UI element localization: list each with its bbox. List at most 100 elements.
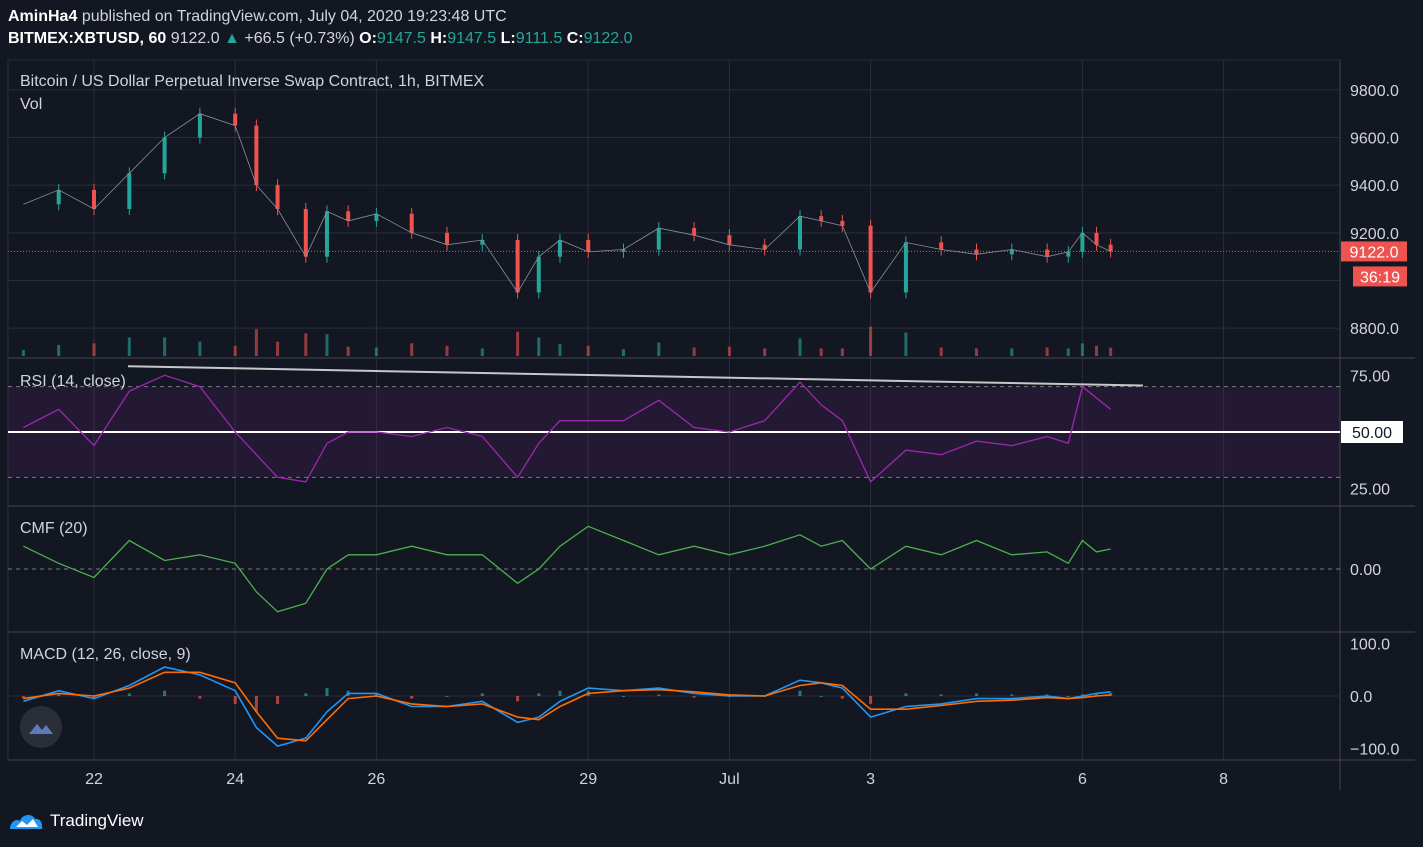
candle-body-27 bbox=[840, 220, 845, 226]
candle-body-4 bbox=[162, 137, 167, 174]
candle-body-18 bbox=[557, 239, 562, 257]
volume-bar-5 bbox=[198, 341, 202, 356]
candle-body-32 bbox=[1009, 249, 1014, 255]
macd-hist-bar-8 bbox=[276, 696, 280, 704]
macd-hist-bar-34 bbox=[1066, 696, 1070, 697]
candle-body-7 bbox=[254, 125, 259, 186]
volume-bar-36 bbox=[1095, 345, 1099, 356]
volume-bar-26 bbox=[819, 348, 823, 356]
candle-body-6 bbox=[233, 113, 238, 126]
candle-body-1 bbox=[56, 189, 61, 205]
volume-bar-25 bbox=[798, 338, 802, 356]
macd-hist-bar-20 bbox=[622, 696, 625, 697]
rsi-line bbox=[23, 374, 1112, 483]
macd-hist-bar-27 bbox=[840, 696, 844, 699]
volume-bar-35 bbox=[1080, 343, 1084, 356]
symbol-label[interactable]: BITMEX:XBTUSD, 60 bbox=[8, 30, 167, 47]
candle-body-28 bbox=[868, 225, 873, 293]
candle-body-34 bbox=[1066, 251, 1071, 257]
candle-body-3 bbox=[127, 173, 132, 209]
last-price: 9122.0 bbox=[170, 30, 220, 47]
low-value: 9111.5 bbox=[515, 30, 563, 47]
candle-body-12 bbox=[374, 213, 379, 221]
macd-hist-bar-5 bbox=[198, 696, 202, 699]
rsi-trendline[interactable] bbox=[127, 365, 1144, 387]
candle-body-17 bbox=[536, 256, 541, 293]
macd-hist-bar-30 bbox=[939, 694, 943, 696]
candle-body-23 bbox=[727, 235, 732, 245]
candle-body-9 bbox=[303, 209, 308, 257]
volume-bar-3 bbox=[127, 337, 131, 356]
volume-label: Vol bbox=[20, 96, 43, 113]
macd-hist-bar-28 bbox=[869, 696, 873, 704]
time-axis-label-6: 6 bbox=[1078, 771, 1087, 788]
macd-hist-bar-31 bbox=[975, 693, 978, 696]
macd-hist-bar-37 bbox=[1109, 692, 1113, 696]
volume-bar-21 bbox=[657, 342, 661, 356]
high-value: 9147.5 bbox=[447, 30, 497, 47]
candle-body-26 bbox=[819, 216, 824, 221]
cmf-axis-label-0: 0.00 bbox=[1350, 562, 1381, 579]
time-axis-label-4: Jul bbox=[719, 771, 739, 788]
open-value: 9147.5 bbox=[376, 30, 426, 47]
rsi-mid-badge-bg bbox=[1341, 421, 1403, 443]
price-badge: 9122.0 bbox=[1350, 244, 1399, 261]
candle-body-29 bbox=[903, 242, 908, 293]
author[interactable]: AminHa4 bbox=[8, 8, 78, 25]
candle-body-22 bbox=[692, 228, 697, 236]
macd-hist-bar-16 bbox=[516, 696, 520, 702]
macd-hist-bar-21 bbox=[657, 694, 661, 696]
candle-body-37 bbox=[1108, 244, 1113, 252]
price-axis-label-2: 9400.0 bbox=[1350, 178, 1399, 195]
macd-hist-bar-9 bbox=[304, 693, 308, 696]
macd-line bbox=[23, 666, 1111, 747]
rsi-axis-label-2: 25.00 bbox=[1350, 482, 1390, 499]
volume-bar-0 bbox=[21, 350, 25, 356]
time-axis-label-5: 3 bbox=[866, 771, 875, 788]
time-axis-label-3: 29 bbox=[579, 771, 597, 788]
volume-bar-7 bbox=[254, 329, 258, 356]
time-axis-label-7: 8 bbox=[1219, 771, 1228, 788]
macd-hist-bar-17 bbox=[537, 693, 541, 696]
candle-body-31 bbox=[974, 249, 979, 255]
time-axis-label-0: 22 bbox=[85, 771, 103, 788]
candle-body-10 bbox=[324, 211, 329, 257]
rsi-axis-label-0: 75.00 bbox=[1350, 368, 1390, 385]
rsi-axis-label-1: 50.00 bbox=[1352, 425, 1392, 442]
volume-bar-28 bbox=[869, 326, 873, 356]
macd-hist-bar-26 bbox=[819, 696, 823, 697]
volume-bar-37 bbox=[1109, 347, 1113, 356]
footer-brand[interactable]: TradingView bbox=[50, 811, 144, 830]
candle-body-5 bbox=[197, 113, 202, 138]
macd-hist-bar-10 bbox=[325, 688, 329, 696]
macd-hist-bar-25 bbox=[798, 690, 802, 696]
volume-bar-15 bbox=[480, 348, 484, 356]
volume-bar-14 bbox=[445, 345, 449, 356]
published-text: published on TradingView.com, July 04, 2… bbox=[81, 8, 507, 25]
volume-bar-6 bbox=[233, 345, 237, 356]
signal-line bbox=[23, 671, 1111, 742]
candle-body-8 bbox=[275, 185, 280, 209]
countdown-badge: 36:19 bbox=[1360, 269, 1400, 286]
candle-body-35 bbox=[1080, 232, 1085, 252]
time-axis-label-2: 26 bbox=[368, 771, 386, 788]
volume-bar-24 bbox=[763, 348, 767, 356]
candle-body-36 bbox=[1094, 232, 1099, 245]
candle-body-2 bbox=[92, 189, 96, 209]
volume-bar-17 bbox=[537, 337, 541, 356]
volume-bar-27 bbox=[840, 348, 844, 356]
volume-bar-12 bbox=[374, 347, 378, 356]
open-label: O: bbox=[359, 30, 377, 47]
tradingview-badge[interactable] bbox=[20, 706, 62, 748]
volume-bar-11 bbox=[346, 346, 350, 356]
candle-body-13 bbox=[409, 213, 414, 233]
macd-hist-bar-0 bbox=[21, 696, 25, 699]
cmf-pane-title: CMF (20) bbox=[20, 520, 88, 537]
volume-bar-33 bbox=[1045, 347, 1049, 356]
macd-axis-label-2: −100.0 bbox=[1350, 742, 1399, 759]
header: AminHa4 published on TradingView.com, Ju… bbox=[8, 6, 633, 50]
candle-body-16 bbox=[515, 239, 520, 293]
macd-hist-bar-7 bbox=[254, 696, 258, 712]
price-badge-bg bbox=[1341, 241, 1407, 262]
